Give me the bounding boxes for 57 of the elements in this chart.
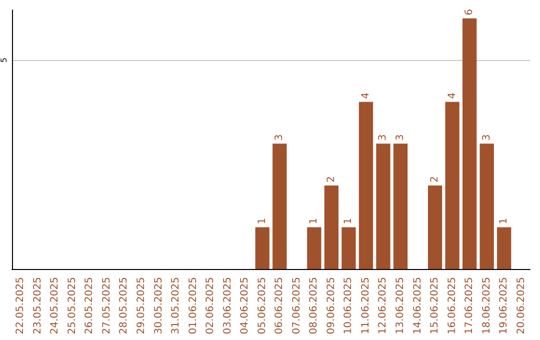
data-label: 1 bbox=[256, 218, 268, 224]
x-tick-label: 14.06.2025 bbox=[412, 277, 424, 334]
x-tick-label: 05.06.2025 bbox=[256, 277, 268, 334]
data-label: 3 bbox=[481, 134, 492, 141]
x-tick-label: 24.05.2025 bbox=[50, 277, 61, 334]
x-tick-label: 01.06.2025 bbox=[188, 277, 199, 334]
data-label: 1 bbox=[498, 218, 510, 224]
x-tick-label: 29.05.2025 bbox=[136, 277, 147, 334]
data-label: 1 bbox=[343, 218, 354, 224]
x-tick-label: 10.06.2025 bbox=[343, 277, 354, 334]
x-tick-label: 11.06.2025 bbox=[360, 277, 372, 334]
data-label: 3 bbox=[274, 134, 286, 141]
bar bbox=[462, 18, 477, 269]
x-tick-label: 09.06.2025 bbox=[326, 277, 337, 334]
data-label: 2 bbox=[326, 176, 337, 182]
data-label: 3 bbox=[378, 134, 389, 141]
x-tick-label: 30.05.2025 bbox=[153, 277, 164, 334]
data-label: 4 bbox=[360, 92, 372, 99]
x-tick-label: 20.06.2025 bbox=[516, 277, 527, 334]
bar bbox=[342, 227, 356, 269]
x-tick-label: 02.06.2025 bbox=[205, 277, 216, 334]
data-label: 1 bbox=[308, 218, 320, 224]
x-tick-label: 28.05.2025 bbox=[118, 277, 130, 334]
x-tick-label: 16.06.2025 bbox=[446, 277, 458, 334]
x-tick-label: 22.05.2025 bbox=[15, 277, 26, 334]
data-label: 4 bbox=[446, 92, 458, 99]
x-tick-label: 06.06.2025 bbox=[274, 277, 286, 334]
data-label: 2 bbox=[430, 176, 441, 182]
y-tick-label: 5 bbox=[0, 58, 8, 63]
x-tick-label: 13.06.2025 bbox=[395, 277, 406, 334]
x-tick-label: 07.06.2025 bbox=[291, 277, 302, 334]
x-tick-label: 08.06.2025 bbox=[308, 277, 320, 334]
bar bbox=[480, 144, 494, 269]
x-tick-label: 31.05.2025 bbox=[170, 277, 182, 334]
bar bbox=[393, 144, 408, 269]
bar bbox=[272, 144, 287, 269]
x-tick-label: 25.05.2025 bbox=[66, 277, 78, 334]
x-tick-label: 15.06.2025 bbox=[430, 277, 441, 334]
x-tick-label: 23.05.2025 bbox=[32, 277, 44, 334]
x-tick-label: 27.05.2025 bbox=[101, 277, 112, 334]
x-tick-label: 17.06.2025 bbox=[464, 277, 476, 334]
bar bbox=[428, 185, 442, 269]
x-tick-label: 03.06.2025 bbox=[222, 277, 234, 334]
bar bbox=[376, 144, 390, 269]
x-tick-label: 18.06.2025 bbox=[481, 277, 492, 334]
bar bbox=[358, 102, 374, 269]
x-tick-label: 26.05.2025 bbox=[84, 277, 96, 334]
data-label: 6 bbox=[464, 8, 476, 16]
bar bbox=[307, 227, 322, 269]
x-tick-label: 12.06.2025 bbox=[378, 277, 389, 334]
bar bbox=[324, 185, 339, 269]
bar bbox=[497, 227, 512, 269]
bar bbox=[445, 102, 460, 269]
x-tick-label: 19.06.2025 bbox=[498, 277, 510, 334]
data-label: 3 bbox=[395, 134, 406, 141]
x-tick-label: 04.06.2025 bbox=[240, 277, 251, 334]
bar bbox=[255, 227, 270, 269]
